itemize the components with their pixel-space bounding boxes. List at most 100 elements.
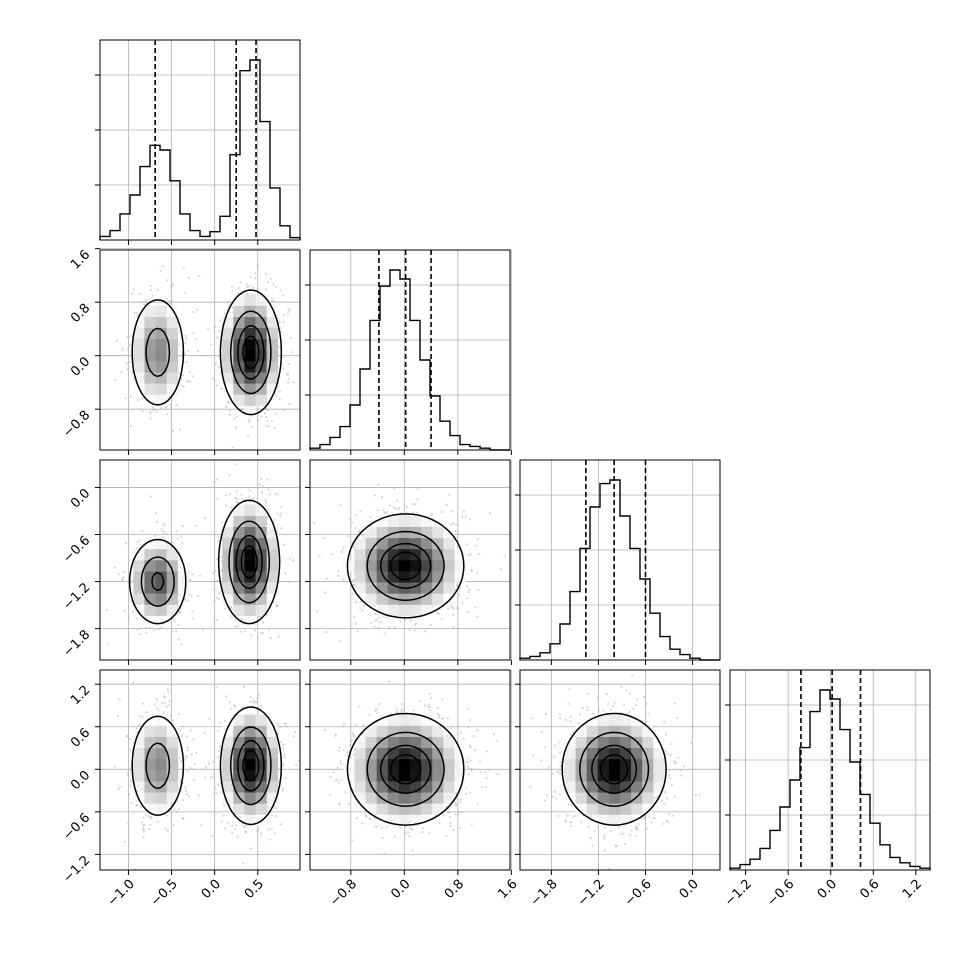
sample-point: [159, 627, 162, 630]
density-cell: [155, 758, 167, 771]
density-cell: [244, 504, 256, 516]
sample-point: [157, 628, 160, 631]
density-cell: [144, 548, 156, 561]
sample-point: [142, 823, 145, 826]
sample-point: [270, 296, 273, 300]
sample-point: [208, 762, 211, 765]
sample-point: [270, 814, 274, 817]
sample-point: [214, 325, 217, 328]
sample-point: [155, 707, 158, 710]
sample-point: [191, 767, 194, 771]
density-cell: [144, 305, 156, 317]
sample-point: [178, 428, 181, 431]
density-cell: [443, 571, 455, 583]
density-cell: [233, 714, 245, 726]
sample-point: [287, 363, 290, 366]
density-cell: [166, 305, 179, 317]
density-panel-1-3: [305, 669, 512, 875]
density-cell: [166, 725, 179, 737]
histogram-panel-0: [95, 39, 301, 245]
sample-point: [266, 409, 269, 412]
density-cell: [443, 593, 455, 605]
sample-point: [199, 574, 202, 577]
sample-point: [150, 288, 153, 291]
sample-point: [324, 591, 327, 594]
sample-point: [114, 379, 117, 382]
sample-point: [260, 477, 263, 481]
density-cell: [166, 316, 179, 329]
sample-point: [271, 299, 274, 302]
sample-point: [342, 545, 345, 549]
sample-point: [229, 605, 233, 609]
sample-point: [468, 518, 472, 521]
sample-point: [287, 378, 291, 381]
density-cell: [233, 394, 245, 406]
sample-point: [190, 595, 193, 598]
sample-point: [197, 794, 200, 797]
sample-point: [200, 824, 203, 827]
sample-point: [415, 622, 418, 625]
sample-point: [166, 829, 169, 832]
density-cell: [266, 305, 279, 317]
sample-point: [139, 408, 142, 411]
sample-point: [228, 413, 231, 416]
density-cell: [376, 604, 389, 616]
sample-point: [466, 543, 469, 546]
density-cell: [233, 327, 245, 340]
sample-point: [356, 630, 359, 633]
sample-point: [175, 530, 178, 533]
density-cell: [410, 582, 422, 594]
sample-point: [121, 577, 124, 581]
sample-point: [340, 551, 343, 554]
sample-point: [147, 815, 150, 818]
sample-point: [215, 618, 218, 622]
sample-point: [469, 553, 472, 556]
sample-point: [139, 627, 143, 630]
density-cell: [266, 548, 279, 561]
sample-point: [478, 760, 482, 763]
sample-point: [140, 806, 143, 809]
sample-point: [138, 292, 141, 295]
contour-line: [237, 739, 265, 792]
density-cell: [244, 615, 256, 627]
sample-point: [223, 607, 226, 610]
density-cell: [233, 305, 245, 317]
density-cell: [244, 338, 256, 351]
sample-point: [135, 311, 138, 314]
density-cell: [155, 615, 167, 627]
sample-point: [152, 406, 155, 409]
sample-point: [249, 847, 252, 850]
sample-point: [182, 816, 185, 820]
sample-point: [233, 704, 236, 707]
contour-line: [366, 530, 445, 601]
sample-point: [354, 514, 357, 517]
sample-point: [276, 605, 279, 608]
density-cell: [166, 736, 179, 749]
density-cell: [133, 747, 145, 760]
sample-point: [265, 242, 267, 244]
sample-point: [281, 789, 284, 792]
sample-point: [257, 828, 260, 831]
sample-point: [467, 590, 471, 594]
density-cell: [244, 361, 256, 373]
density-cell: [343, 560, 355, 572]
density-cell: [354, 548, 366, 561]
sample-point: [249, 696, 253, 699]
sample-point: [283, 753, 286, 756]
density-cell: [133, 604, 145, 616]
density-cell: [144, 593, 156, 605]
density-cell: [432, 548, 444, 561]
density-cell: [443, 560, 455, 572]
density-cell: [144, 537, 156, 550]
sample-point: [135, 617, 138, 620]
density-cell: [244, 394, 256, 406]
sample-point: [284, 776, 287, 780]
sample-point: [225, 504, 228, 507]
density-cell: [233, 803, 245, 815]
sample-point: [432, 605, 435, 608]
sample-point: [217, 536, 220, 539]
sample-point: [114, 566, 117, 569]
contour-line: [151, 534, 263, 592]
sample-point: [445, 503, 448, 506]
